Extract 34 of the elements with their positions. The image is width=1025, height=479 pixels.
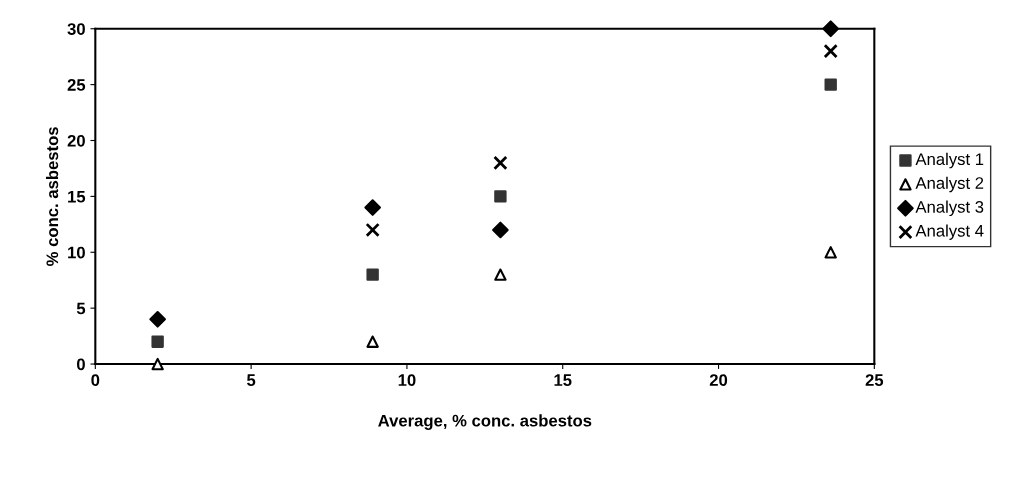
y-tick-label: 5 [76,302,86,315]
y-tick-label: 25 [67,79,86,91]
point [366,335,379,348]
point [366,268,379,281]
legend-label: Analyst 3 [915,200,984,217]
point [364,199,381,216]
y-tick-label: 20 [67,134,85,147]
y-axis-title: % conc. asbestos [45,127,59,266]
point [824,246,837,259]
point [822,20,840,38]
x-axis-title: Average, % conc. asbestos [378,414,592,430]
point [492,221,509,239]
point [493,155,508,171]
x-tick-label: 5 [247,374,256,386]
point [151,335,164,348]
x-tick-label: 20 [709,374,728,386]
legend-label: Analyst 2 [915,176,984,193]
y-tick-label: 30 [67,23,85,35]
legend-label: Analyst 4 [915,224,984,240]
y-tick-label: 15 [68,190,86,203]
y-tick-label: 10 [68,246,85,259]
y-tick-label: 0 [76,358,85,371]
point [149,311,166,328]
point [151,357,164,371]
legend-label: Analyst 1 [915,152,984,169]
point [823,43,838,59]
point [365,222,380,238]
point [494,190,507,203]
x-tick-label: 10 [398,374,416,386]
point [824,78,837,91]
x-tick-label: 25 [865,374,884,386]
x-tick-label: 0 [91,374,100,386]
x-tick-label: 15 [554,374,572,386]
point [494,268,507,281]
